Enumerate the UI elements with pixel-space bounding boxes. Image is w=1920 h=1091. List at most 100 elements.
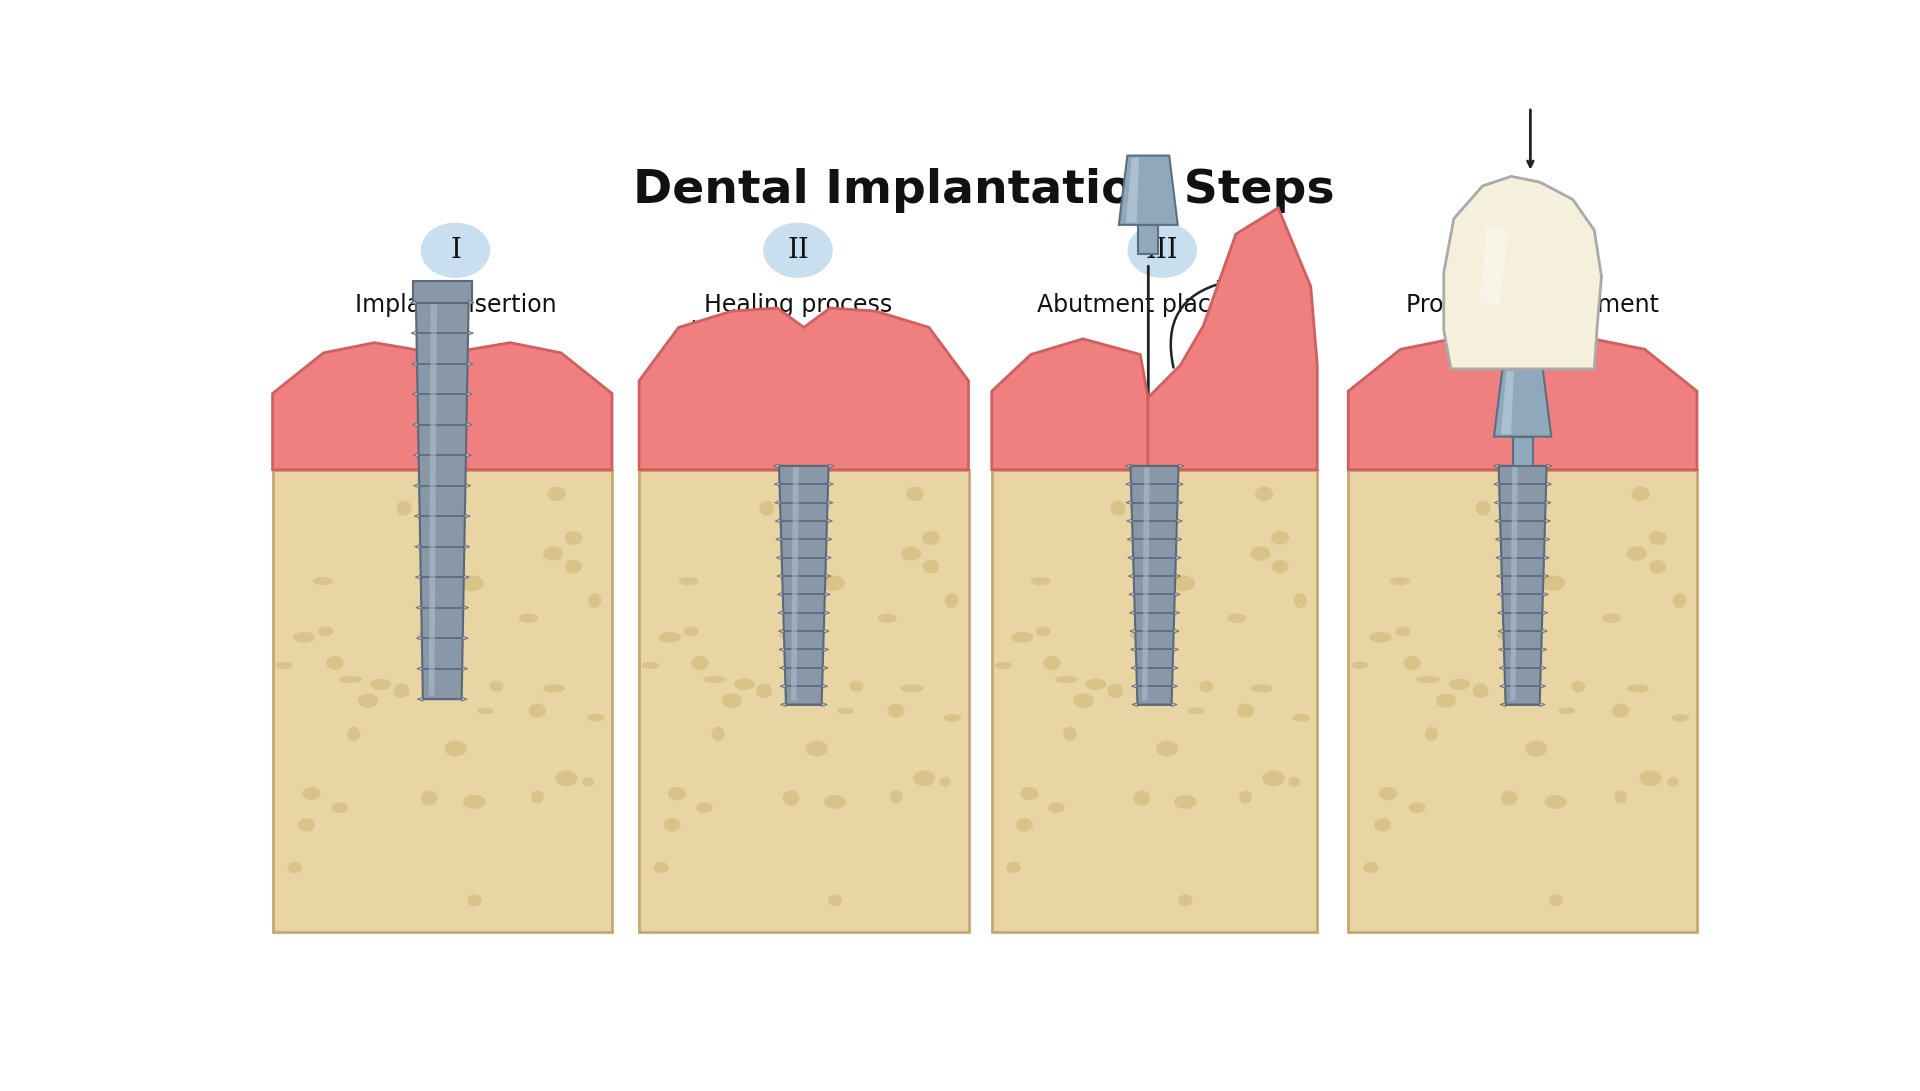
Ellipse shape	[1649, 531, 1667, 546]
Polygon shape	[1129, 592, 1135, 597]
Polygon shape	[415, 544, 420, 549]
Polygon shape	[463, 667, 468, 671]
Polygon shape	[465, 514, 470, 518]
Polygon shape	[1546, 482, 1551, 487]
Polygon shape	[791, 467, 799, 700]
Polygon shape	[778, 592, 783, 597]
Text: Prosthesis placement: Prosthesis placement	[1405, 292, 1659, 316]
Polygon shape	[1500, 703, 1505, 707]
Polygon shape	[467, 393, 472, 396]
Ellipse shape	[641, 661, 659, 669]
Polygon shape	[463, 606, 468, 610]
Ellipse shape	[582, 777, 593, 787]
Ellipse shape	[906, 487, 924, 501]
Polygon shape	[1175, 611, 1179, 614]
Polygon shape	[417, 697, 422, 702]
Ellipse shape	[1250, 684, 1273, 693]
Ellipse shape	[1156, 741, 1179, 756]
Polygon shape	[1498, 611, 1503, 614]
Ellipse shape	[1626, 547, 1647, 561]
Ellipse shape	[357, 694, 378, 708]
Polygon shape	[411, 362, 417, 365]
Polygon shape	[1127, 538, 1133, 541]
Ellipse shape	[288, 862, 301, 873]
Polygon shape	[1496, 555, 1501, 560]
Ellipse shape	[490, 681, 503, 692]
Ellipse shape	[564, 531, 582, 546]
Polygon shape	[1542, 630, 1548, 633]
Polygon shape	[413, 393, 417, 396]
Ellipse shape	[691, 656, 708, 670]
Ellipse shape	[476, 707, 493, 715]
Polygon shape	[442, 343, 612, 470]
Polygon shape	[411, 301, 417, 304]
Ellipse shape	[1171, 575, 1194, 591]
Polygon shape	[1513, 436, 1532, 466]
Polygon shape	[465, 483, 470, 488]
Ellipse shape	[1173, 795, 1196, 808]
Ellipse shape	[444, 741, 467, 756]
Ellipse shape	[1043, 656, 1060, 670]
Polygon shape	[1175, 555, 1181, 560]
Polygon shape	[1125, 464, 1131, 468]
Ellipse shape	[420, 790, 438, 805]
Ellipse shape	[417, 631, 438, 640]
Ellipse shape	[780, 631, 799, 640]
Polygon shape	[776, 555, 781, 560]
Polygon shape	[1131, 684, 1137, 688]
Polygon shape	[778, 611, 783, 614]
Ellipse shape	[338, 676, 363, 683]
Polygon shape	[1494, 369, 1551, 436]
Ellipse shape	[824, 795, 847, 808]
Ellipse shape	[849, 681, 864, 692]
Polygon shape	[465, 575, 468, 579]
Polygon shape	[463, 636, 468, 640]
Polygon shape	[1127, 501, 1131, 504]
Polygon shape	[1500, 466, 1548, 705]
Ellipse shape	[1006, 862, 1021, 873]
Ellipse shape	[1544, 795, 1567, 808]
Ellipse shape	[1601, 613, 1620, 623]
Ellipse shape	[722, 694, 741, 708]
Polygon shape	[273, 343, 442, 470]
Polygon shape	[774, 501, 780, 504]
Polygon shape	[1139, 225, 1158, 254]
Ellipse shape	[1615, 791, 1626, 804]
Polygon shape	[826, 574, 831, 578]
Text: IV: IV	[1517, 237, 1548, 264]
Polygon shape	[778, 630, 783, 633]
Polygon shape	[1540, 666, 1546, 670]
Polygon shape	[778, 574, 781, 578]
Ellipse shape	[1363, 862, 1379, 873]
Polygon shape	[780, 466, 829, 705]
Polygon shape	[1119, 156, 1177, 225]
Ellipse shape	[1501, 790, 1517, 805]
Ellipse shape	[348, 727, 361, 741]
Ellipse shape	[828, 895, 843, 907]
Polygon shape	[824, 611, 829, 614]
Ellipse shape	[995, 661, 1012, 669]
Ellipse shape	[1110, 501, 1125, 516]
Ellipse shape	[653, 862, 668, 873]
Polygon shape	[461, 697, 467, 702]
Ellipse shape	[298, 818, 315, 831]
Ellipse shape	[467, 895, 482, 907]
Ellipse shape	[543, 547, 563, 561]
Ellipse shape	[532, 791, 543, 804]
Polygon shape	[1171, 703, 1177, 707]
Ellipse shape	[678, 577, 699, 585]
Ellipse shape	[301, 787, 321, 801]
Ellipse shape	[945, 594, 958, 608]
Ellipse shape	[543, 684, 564, 693]
Polygon shape	[828, 482, 833, 487]
Polygon shape	[413, 483, 419, 488]
Polygon shape	[826, 592, 829, 597]
Ellipse shape	[922, 560, 939, 574]
Polygon shape	[822, 684, 828, 688]
Polygon shape	[1544, 555, 1549, 560]
Text: III: III	[1146, 237, 1179, 264]
Polygon shape	[1179, 464, 1185, 468]
Ellipse shape	[684, 626, 699, 636]
Polygon shape	[1131, 466, 1179, 705]
Ellipse shape	[703, 676, 726, 683]
